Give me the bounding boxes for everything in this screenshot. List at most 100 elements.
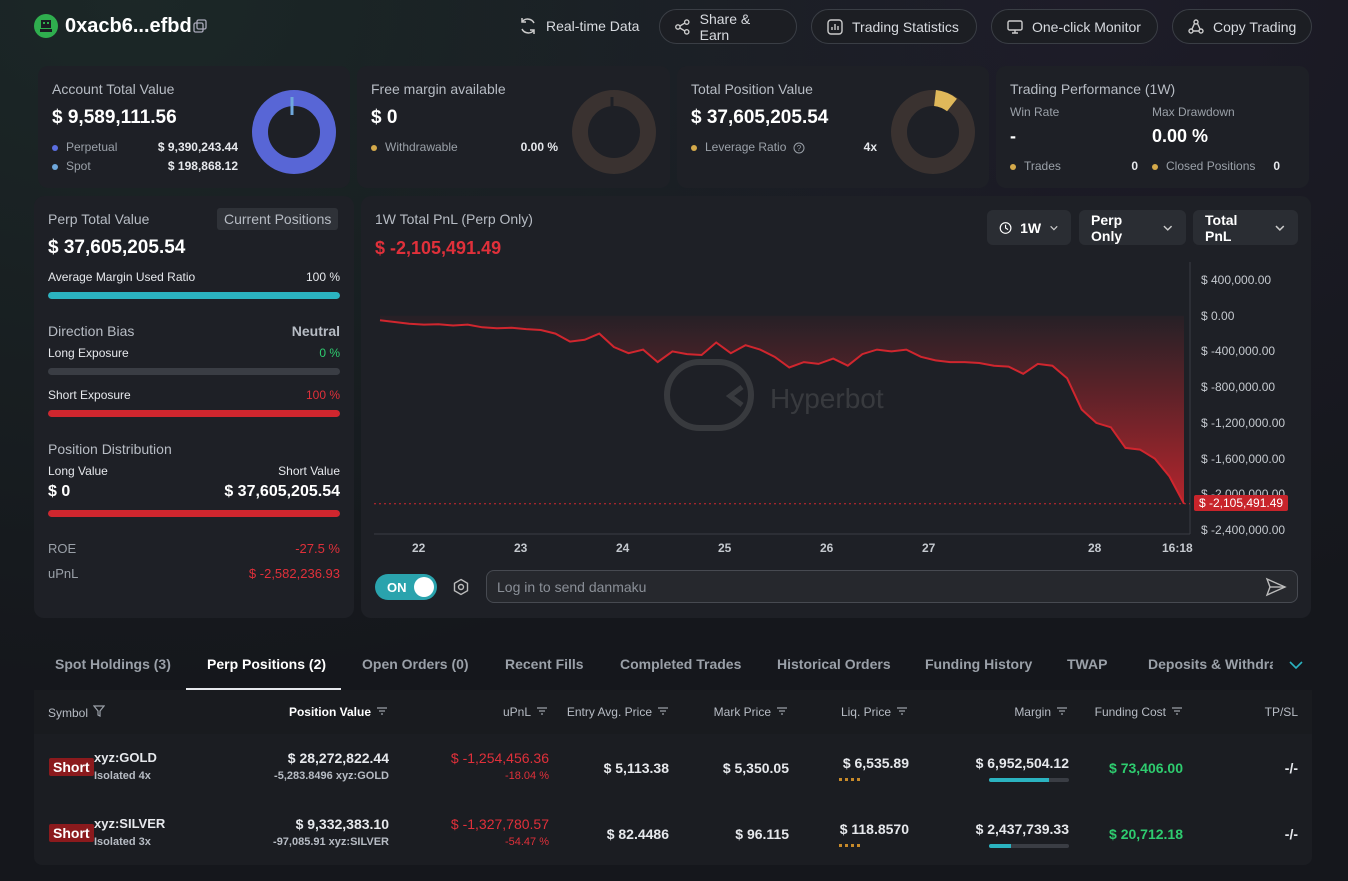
long-value-amount: $ 0	[48, 483, 71, 500]
tab-completed-trades[interactable]: Completed Trades	[620, 656, 742, 672]
account-donut-chart	[252, 90, 336, 174]
pnl-value: $ -2,105,491.49	[375, 238, 502, 258]
send-icon[interactable]	[1265, 577, 1287, 597]
closed-label-wrap: Closed Positions	[1152, 159, 1255, 173]
tab-open-orders-0[interactable]: Open Orders (0)	[362, 656, 469, 672]
chevron-down-icon	[1050, 225, 1058, 231]
filter-icon	[92, 705, 106, 720]
entry-price: $ 82.4486	[606, 826, 669, 842]
header-position-value[interactable]: Position Value	[289, 705, 388, 719]
sort-icon	[536, 705, 548, 719]
trades-dot	[1010, 163, 1016, 170]
perpetual-row: Perpetual $ 9,390,243.44	[52, 140, 238, 154]
header-upnl[interactable]: uPnL	[503, 705, 548, 719]
win-rate-label: Win Rate	[1010, 105, 1060, 119]
margin-used-bar	[48, 292, 340, 299]
trading-performance-title: Trading Performance (1W)	[1010, 81, 1176, 97]
free-margin-title: Free margin available	[371, 81, 506, 97]
x-tick-label: 25	[718, 541, 732, 555]
tab-perp-positions-2[interactable]: Perp Positions (2)	[207, 656, 327, 672]
metric-label: Total PnL	[1205, 211, 1238, 244]
upnl-percent: -18.04 %	[504, 770, 549, 782]
side-badge: Short	[49, 758, 94, 776]
header-liq-price[interactable]: Liq. Price	[841, 705, 908, 719]
perpetual-value: $ 9,390,243.44	[157, 140, 238, 154]
short-value-label: Short Value	[278, 464, 340, 478]
total-position-card: Total Position Value $ 37,605,205.54 Lev…	[677, 66, 989, 188]
realtime-data-button[interactable]: Real-time Data	[518, 16, 639, 36]
monitor-icon	[1007, 19, 1023, 34]
scope-dropdown[interactable]: Perp Only	[1079, 210, 1186, 245]
tpsl-value[interactable]: -/-	[1284, 826, 1298, 842]
period-dropdown[interactable]: 1W	[987, 210, 1071, 245]
tab-historical-orders[interactable]: Historical Orders	[777, 656, 891, 672]
roe-value: -27.5 %	[295, 541, 340, 556]
avatar-icon	[34, 14, 58, 38]
svg-text:?: ?	[797, 144, 802, 153]
margin-value: $ 2,437,739.33	[975, 821, 1069, 837]
tab-spot-holdings-3[interactable]: Spot Holdings (3)	[55, 656, 171, 672]
closed-positions-value: 0	[1273, 159, 1280, 173]
liq-price: $ 118.8570	[839, 821, 909, 837]
tabs-expand-icon[interactable]	[1288, 658, 1304, 675]
clock-icon	[999, 221, 1012, 234]
trading-performance-card: Trading Performance (1W) Win Rate - Max …	[996, 66, 1309, 188]
toggle-knob	[414, 577, 434, 597]
roe-label: ROE	[48, 541, 77, 556]
margin-mode: Isolated 4x	[94, 770, 151, 782]
x-tick-label: 26	[820, 541, 834, 555]
long-exposure-value: 0 %	[319, 346, 340, 360]
mark-price: $ 96.115	[735, 826, 789, 842]
withdrawable-row: Withdrawable 0.00 %	[371, 140, 558, 154]
copy-icon[interactable]	[193, 19, 207, 33]
header-entry-avg-price[interactable]: Entry Avg. Price	[567, 705, 669, 719]
leverage-value: 4x	[863, 140, 877, 154]
trading-statistics-button[interactable]: Trading Statistics	[811, 9, 977, 44]
account-total-card: Account Total Value $ 9,589,111.56 Perpe…	[38, 66, 350, 188]
position-value: $ 28,272,822.44	[287, 750, 389, 766]
header-label: Position Value	[288, 705, 371, 719]
tab-recent-fills[interactable]: Recent Fills	[505, 656, 584, 672]
danmaku-input[interactable]: Log in to send danmaku	[486, 570, 1298, 603]
header-funding-cost[interactable]: Funding Cost	[1095, 705, 1183, 719]
tab-twap[interactable]: TWAP	[1067, 656, 1108, 672]
header-tp-sl[interactable]: TP/SL	[1265, 705, 1298, 719]
copy-trading-icon	[1188, 18, 1204, 34]
leverage-label-wrap: Leverage Ratio ?	[691, 140, 805, 154]
tpsl-value[interactable]: -/-	[1284, 760, 1298, 776]
danmaku-settings-icon[interactable]	[452, 578, 470, 599]
current-positions-badge[interactable]: Current Positions	[217, 208, 339, 230]
margin-ratio-bar	[989, 778, 1069, 782]
roe-row: ROE -27.5 %	[48, 541, 340, 556]
account-total-value: $ 9,589,111.56	[52, 107, 177, 128]
header-symbol[interactable]: Symbol	[48, 705, 106, 720]
header-label: uPnL	[502, 705, 531, 719]
tab-funding-history[interactable]: Funding History	[925, 656, 1033, 672]
symbol-name[interactable]: xyz:GOLD	[94, 750, 157, 765]
spot-label-wrap: Spot	[52, 159, 91, 173]
funding-cost: $ 20,712.18	[1109, 826, 1183, 842]
x-tick-label: 27	[922, 541, 936, 555]
spot-dot	[52, 163, 58, 170]
x-tick-label: 22	[412, 541, 426, 555]
sort-icon	[1171, 705, 1183, 719]
position-value: $ 9,332,383.10	[295, 816, 389, 832]
help-icon[interactable]: ?	[793, 142, 805, 154]
upnl-value: $ -1,327,780.57	[450, 816, 549, 832]
symbol-name[interactable]: xyz:SILVER	[94, 816, 166, 831]
metric-dropdown[interactable]: Total PnL	[1193, 210, 1298, 245]
trades-label-wrap: Trades	[1010, 159, 1061, 173]
share-earn-button[interactable]: Share & Earn	[659, 9, 797, 44]
stats-icon	[827, 18, 843, 35]
tab-deposits-withdraw[interactable]: Deposits & Withdraw	[1148, 656, 1273, 672]
one-click-monitor-button[interactable]: One-click Monitor	[991, 9, 1158, 44]
header-margin[interactable]: Margin	[1014, 705, 1068, 719]
sort-icon	[657, 705, 669, 719]
y-tick-label: $ 400,000.00	[1201, 273, 1272, 287]
closed-positions-label: Closed Positions	[1166, 159, 1256, 173]
liq-risk-indicator	[839, 778, 863, 781]
header-mark-price[interactable]: Mark Price	[714, 705, 788, 719]
copy-trading-button[interactable]: Copy Trading	[1172, 9, 1312, 44]
sort-icon	[896, 705, 908, 719]
danmaku-toggle[interactable]: ON	[375, 574, 437, 600]
